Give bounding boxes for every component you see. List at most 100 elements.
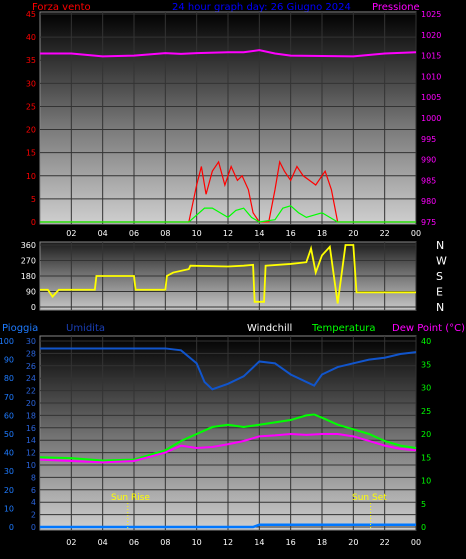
wind-tick-label: 0 <box>31 218 36 227</box>
x-tick-label: 06 <box>129 538 139 547</box>
x-tick-label: 08 <box>160 538 170 547</box>
rain-tick-label: 0 <box>9 523 14 532</box>
x-tick-label: 14 <box>254 538 264 547</box>
x-tick-label: 04 <box>98 229 108 238</box>
x-axis-ticks: 02 02 04 04 06 06 08 08 10 10 12 12 14 14 16 16 18 18 20 20… <box>66 229 421 547</box>
sunset-label: Sun Set <box>352 493 387 503</box>
temperature-tick-label: 5 <box>421 500 426 509</box>
rain-tick-label: 80 <box>4 374 14 383</box>
x-tick-label: 18 <box>317 538 327 547</box>
rain-tick-label: 20 <box>4 486 14 495</box>
pressure-tick-label: 1010 <box>421 72 441 81</box>
compass-label: W <box>436 255 447 268</box>
wind-tick-label: 15 <box>26 149 36 158</box>
x-tick-label: 02 <box>66 229 76 238</box>
humidity-scale-tick-label: 8 <box>31 473 36 482</box>
pressure-axis-label: Pressione <box>372 2 420 13</box>
direction-tick-label: 0 <box>31 303 36 312</box>
series-dew-point <box>39 432 417 464</box>
humidity-scale-tick-label: 24 <box>26 374 36 383</box>
humidity-scale-tick-label: 2 <box>31 511 36 520</box>
direction-series <box>40 244 416 304</box>
temperature-legend: Temperatura <box>311 323 376 334</box>
direction-axes: 0 90 180 270 360 <box>21 241 36 312</box>
wind-tick-label: 45 <box>26 10 36 19</box>
compass-label: N <box>436 301 444 314</box>
series-raffica <box>40 205 416 223</box>
temperature-tick-label: 0 <box>421 523 426 532</box>
wind-tick-label: 5 <box>31 195 36 204</box>
wind-tick-label: 20 <box>26 126 36 135</box>
rain-tick-label: 90 <box>4 356 14 365</box>
pressure-tick-label: 980 <box>421 197 436 206</box>
wind-pressure-axes: 0510152025303540459759809859909951000100… <box>26 10 442 227</box>
humidity-scale-tick-label: 0 <box>31 523 36 532</box>
rain-tick-label: 70 <box>4 393 14 402</box>
rain-tick-label: 60 <box>4 411 14 420</box>
rain-tick-label: 50 <box>4 430 14 439</box>
x-tick-label: 08 <box>160 229 170 238</box>
x-tick-label: 18 <box>317 229 327 238</box>
pressure-tick-label: 1005 <box>421 93 441 102</box>
series-pressione <box>40 49 417 58</box>
humidity-scale-tick-label: 6 <box>31 486 36 495</box>
direction-tick-label: 270 <box>21 257 36 266</box>
x-tick-label: 20 <box>348 538 358 547</box>
rain-legend: Pioggia <box>2 323 38 334</box>
wind-tick-label: 30 <box>26 79 36 88</box>
graph-title: 24 hour graph day: 26 Giugno 2024 <box>172 2 351 13</box>
series-direzione <box>40 244 416 304</box>
wind-axis-label: Forza vento <box>32 2 91 13</box>
x-tick-label: 12 <box>223 538 233 547</box>
wind-pressure-series <box>40 49 417 223</box>
series-umidita <box>40 347 417 391</box>
rain-tick-label: 40 <box>4 449 14 458</box>
temperature-tick-label: 20 <box>421 430 431 439</box>
rain-tick-label: 100 <box>0 337 14 346</box>
wind-tick-label: 40 <box>26 33 36 42</box>
temperature-tick-label: 40 <box>421 337 431 346</box>
x-tick-label: 04 <box>98 538 108 547</box>
sunrise-label: Sun Rise <box>111 493 150 503</box>
x-tick-label: 16 <box>286 229 296 238</box>
x-tick-label: 20 <box>348 229 358 238</box>
x-tick-label: 02 <box>66 538 76 547</box>
x-tick-label: 16 <box>286 538 296 547</box>
compass-label: S <box>436 270 443 283</box>
humidity-scale-tick-label: 26 <box>26 362 36 371</box>
humidity-scale-tick-label: 22 <box>26 387 36 396</box>
x-tick-label: 10 <box>192 229 202 238</box>
series-pioggia <box>40 523 416 529</box>
pressure-tick-label: 1020 <box>421 31 441 40</box>
direction-tick-label: 90 <box>26 288 36 297</box>
temperature-tick-label: 25 <box>421 407 431 416</box>
pressure-tick-label: 990 <box>421 156 436 165</box>
compass-label: N <box>436 239 444 252</box>
temperature-tick-label: 15 <box>421 453 431 462</box>
temp-humidity-axes: 0246810121416182022242628300102030405060… <box>0 337 431 532</box>
x-tick-label: 06 <box>129 229 139 238</box>
pressure-tick-label: 1015 <box>421 52 441 61</box>
x-tick-label: 00 <box>411 538 421 547</box>
temp-humidity-series <box>39 347 417 529</box>
humidity-scale-tick-label: 30 <box>26 337 36 346</box>
dewpoint-legend: Dew Point (°C) <box>392 323 465 334</box>
pressure-tick-label: 1000 <box>421 114 441 123</box>
compass-label: E <box>436 286 443 299</box>
humidity-scale-tick-label: 28 <box>26 349 36 358</box>
x-tick-label: 10 <box>192 538 202 547</box>
humidity-scale-tick-label: 20 <box>26 399 36 408</box>
pressure-tick-label: 985 <box>421 176 436 185</box>
humidity-scale-tick-label: 10 <box>26 461 36 470</box>
humidity-scale-tick-label: 12 <box>26 449 36 458</box>
pressure-tick-label: 975 <box>421 218 436 227</box>
x-tick-label: 00 <box>411 229 421 238</box>
humidity-scale-tick-label: 16 <box>26 424 36 433</box>
wind-tick-label: 35 <box>26 56 36 65</box>
rain-tick-label: 10 <box>4 504 14 513</box>
humidity-legend: Umidita <box>66 323 105 334</box>
direction-tick-label: 180 <box>21 272 36 281</box>
